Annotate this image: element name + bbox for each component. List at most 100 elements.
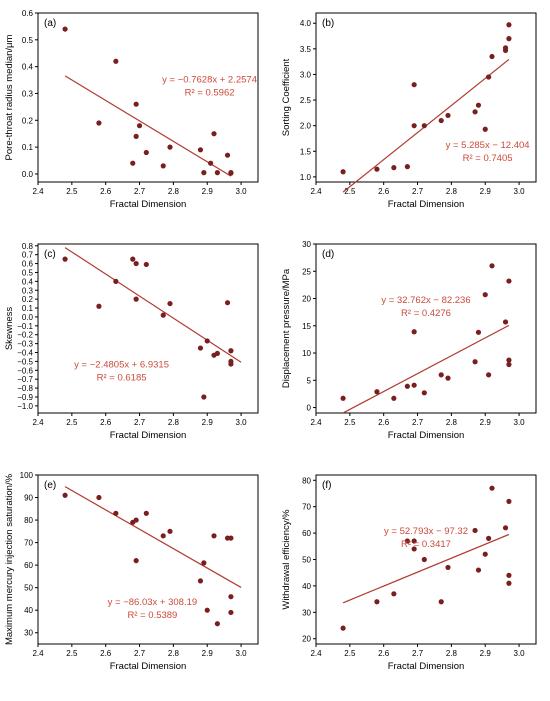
data-point — [391, 591, 397, 597]
y-tick-label: 3.0 — [300, 70, 312, 79]
data-point — [411, 82, 417, 88]
y-tick-label: 50 — [24, 584, 33, 593]
data-point — [167, 300, 173, 307]
x-tick-label: 2.7 — [412, 418, 424, 427]
y-tick-label: 0.1 — [22, 143, 34, 152]
x-tick-label: 2.4 — [32, 187, 44, 196]
data-point — [211, 131, 217, 137]
data-point — [489, 263, 495, 269]
y-tick-label: 90 — [24, 494, 33, 503]
x-axis-label: Fractal Dimension — [388, 199, 465, 210]
panel-label: (c) — [44, 249, 56, 260]
y-tick-label: 20 — [302, 635, 311, 644]
data-point — [506, 278, 512, 284]
fit-line — [64, 75, 232, 177]
y-tick-label: 2.0 — [300, 122, 312, 131]
regression-equation: y = 52.793x − 97.32 — [384, 526, 468, 537]
data-point — [404, 383, 410, 389]
regression-equation: y = 5.285x − 12.404 — [446, 140, 530, 151]
y-tick-label: −1.0 — [17, 402, 33, 411]
r-squared-label: R² = 0.3417 — [401, 539, 451, 550]
data-point — [160, 312, 166, 318]
data-point — [204, 338, 210, 344]
data-point — [506, 572, 512, 578]
data-point — [228, 170, 234, 176]
data-point — [201, 394, 207, 400]
y-tick-label: 0.7 — [22, 251, 34, 260]
y-tick-label: 80 — [24, 516, 33, 525]
data-point — [204, 607, 210, 613]
data-point — [96, 120, 102, 126]
plot-frame — [37, 12, 259, 183]
x-tick-label: 2.8 — [446, 418, 458, 427]
data-point — [486, 74, 492, 80]
x-tick-label: 2.7 — [134, 649, 146, 658]
y-tick-label: 0 — [307, 404, 312, 413]
y-tick-label: 0.4 — [22, 63, 34, 72]
x-tick-label: 2.6 — [100, 649, 112, 658]
y-axis-label: Withdrawal efficiency/% — [281, 509, 292, 610]
panel-label: (f) — [322, 480, 331, 491]
x-tick-label: 2.9 — [480, 649, 492, 658]
x-tick-label: 2.8 — [168, 418, 180, 427]
panel-label: (a) — [44, 18, 56, 29]
data-point — [411, 329, 417, 335]
regression-equation: y = −2.4805x + 6.9315 — [74, 359, 169, 370]
y-tick-label: −0.1 — [17, 322, 33, 331]
x-tick-label: 2.6 — [378, 187, 390, 196]
data-point — [130, 256, 136, 262]
data-point — [506, 357, 512, 363]
y-tick-label: 0.6 — [22, 260, 34, 269]
y-tick-label: 0.3 — [22, 89, 34, 98]
r-squared-label: R² = 0.5962 — [185, 87, 235, 98]
y-tick-label: −0.5 — [17, 357, 33, 366]
r-squared-label: R² = 0.7405 — [463, 153, 513, 164]
y-tick-label: 100 — [20, 471, 34, 480]
y-tick-label: 80 — [302, 476, 311, 485]
data-point — [208, 160, 214, 166]
data-point — [445, 112, 451, 119]
panel-b: 2.4 2.5 2.6 2.7 2.8 2.9 3.0 1.0 1.5 2.0 2.5 3.0 3.5 4… — [281, 12, 537, 210]
x-tick-label: 2.4 — [310, 418, 322, 427]
data-point — [62, 26, 68, 32]
data-point — [133, 296, 139, 302]
data-point — [506, 361, 512, 368]
panel-label: (d) — [322, 249, 334, 260]
data-point — [133, 133, 139, 139]
x-tick-label: 3.0 — [514, 649, 526, 658]
data-point — [133, 517, 139, 523]
data-point — [228, 348, 234, 354]
data-point — [486, 535, 492, 541]
y-tick-label: 40 — [302, 582, 311, 591]
data-point — [228, 609, 234, 616]
data-point — [472, 359, 478, 365]
y-tick-label: 0.8 — [22, 242, 34, 251]
x-tick-label: 3.0 — [236, 418, 248, 427]
data-point — [160, 533, 166, 539]
x-tick-label: 3.0 — [236, 649, 248, 658]
fit-line — [342, 324, 510, 414]
data-point — [445, 375, 451, 381]
y-tick-label: 0.2 — [22, 295, 34, 304]
y-tick-label: −0.2 — [17, 331, 33, 340]
data-point — [96, 303, 102, 309]
x-tick-label: 3.0 — [236, 187, 248, 196]
data-point — [472, 109, 478, 115]
y-axis-label: Maximum mercury injection saturation/% — [4, 473, 15, 645]
x-tick-label: 2.8 — [446, 649, 458, 658]
data-point — [133, 558, 139, 564]
data-point — [197, 578, 204, 584]
data-point — [445, 564, 451, 571]
y-tick-label: 0.6 — [22, 9, 34, 18]
fit-line — [64, 247, 242, 363]
panel-label: (e) — [44, 480, 56, 491]
data-point — [340, 169, 346, 175]
r-squared-label: R² = 0.5389 — [127, 610, 177, 621]
y-tick-label: 70 — [24, 539, 33, 548]
x-tick-label: 2.8 — [168, 187, 180, 196]
data-point — [340, 395, 346, 401]
data-point — [143, 510, 149, 516]
x-tick-label: 3.0 — [514, 418, 526, 427]
panel-d: 2.4 2.5 2.6 2.7 2.8 2.9 3.0 0 5 10 15 20 25 30 Fractal… — [281, 240, 537, 441]
